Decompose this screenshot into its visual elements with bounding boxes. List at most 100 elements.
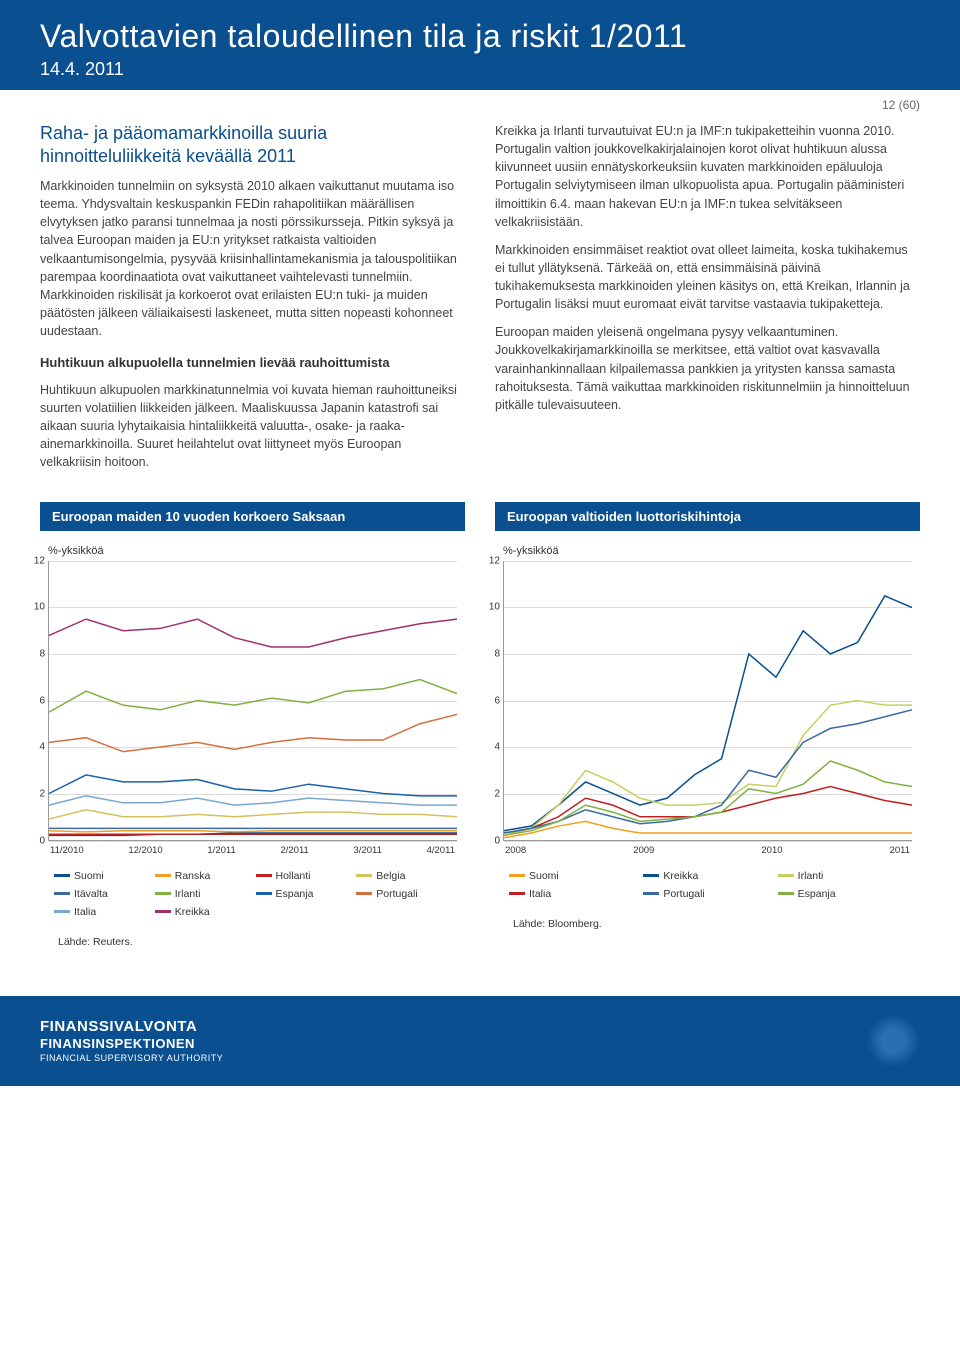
legend-swatch	[643, 874, 659, 877]
legend-swatch	[778, 892, 794, 895]
legend-label: Itävalta	[74, 888, 108, 900]
legend-item: Suomi	[54, 870, 149, 882]
x-tick: 11/2010	[50, 845, 84, 856]
legend-item: Italia	[509, 888, 637, 900]
legend-label: Hollanti	[276, 870, 311, 882]
plot-area: 024681012	[48, 561, 457, 841]
x-tick: 1/2011	[207, 845, 235, 856]
paragraph: Markkinoiden tunnelmiin on syksystä 2010…	[40, 177, 465, 340]
chart-title: Euroopan valtioiden luottoriskihintoja	[495, 502, 920, 531]
chart-spread: Euroopan maiden 10 vuoden korkoero Saksa…	[40, 502, 465, 956]
y-tick: 2	[27, 788, 45, 799]
legend-swatch	[356, 874, 372, 877]
legend-swatch	[155, 910, 171, 913]
legend-swatch	[643, 892, 659, 895]
section-heading: Raha- ja pääomamarkkinoilla suuria hinno…	[40, 122, 465, 167]
legend-swatch	[155, 874, 171, 877]
legend-label: Italia	[529, 888, 551, 900]
y-tick: 6	[27, 695, 45, 706]
legend-label: Suomi	[74, 870, 104, 882]
paragraph: Kreikka ja Irlanti turvautuivat EU:n ja …	[495, 122, 920, 231]
x-tick: 4/2011	[427, 845, 455, 856]
legend-item: Itävalta	[54, 888, 149, 900]
legend-label: Belgia	[376, 870, 405, 882]
legend-label: Kreikka	[175, 906, 210, 918]
legend-label: Espanja	[798, 888, 836, 900]
legend-item: Kreikka	[643, 870, 771, 882]
chart-body: %-yksikköä 024681012 11/2010 12/2010 1/201…	[40, 531, 465, 956]
org-name-en: FINANCIAL SUPERVISORY AUTHORITY	[40, 1053, 223, 1065]
right-column: Kreikka ja Irlanti turvautuivat EU:n ja …	[495, 122, 920, 482]
y-tick: 0	[27, 835, 45, 846]
legend-item: Suomi	[509, 870, 637, 882]
x-tick: 2/2011	[280, 845, 308, 856]
legend-label: Suomi	[529, 870, 559, 882]
legend-swatch	[509, 892, 525, 895]
paragraph: Huhtikuun alkupuolen markkinatunnelmia v…	[40, 381, 465, 472]
y-tick: 12	[27, 555, 45, 566]
x-tick: 2010	[761, 845, 782, 856]
legend-item: Espanja	[778, 888, 906, 900]
legend-item: Irlanti	[778, 870, 906, 882]
chart-cds: Euroopan valtioiden luottoriskihintoja %…	[495, 502, 920, 956]
y-label: %-yksikköä	[48, 545, 457, 557]
legend-item: Hollanti	[256, 870, 351, 882]
org-name-sv: FINANSINSPEKTIONEN	[40, 1036, 223, 1053]
legend-swatch	[256, 874, 272, 877]
plot-area: 024681012	[503, 561, 912, 841]
legend-swatch	[256, 892, 272, 895]
legend-swatch	[778, 874, 794, 877]
legend-item: Belgia	[356, 870, 451, 882]
page-number: 12 (60)	[0, 90, 960, 112]
y-tick: 4	[482, 742, 500, 753]
x-tick: 12/2010	[128, 845, 162, 856]
y-tick: 6	[482, 695, 500, 706]
chart-source: Lähde: Reuters.	[48, 936, 457, 948]
y-label: %-yksikköä	[503, 545, 912, 557]
legend-label: Portugali	[376, 888, 417, 900]
legend-item: Portugali	[356, 888, 451, 900]
chart-source: Lähde: Bloomberg.	[503, 918, 912, 930]
chart-legend: Suomi Kreikka Irlanti Italia Portugali Espanj…	[503, 870, 912, 900]
x-tick: 2009	[633, 845, 654, 856]
text-columns: Raha- ja pääomamarkkinoilla suuria hinno…	[40, 122, 920, 482]
y-tick: 2	[482, 788, 500, 799]
charts-row: Euroopan maiden 10 vuoden korkoero Saksa…	[40, 502, 920, 956]
y-tick: 8	[482, 648, 500, 659]
legend-swatch	[155, 892, 171, 895]
legend-label: Ranska	[175, 870, 211, 882]
content-area: Raha- ja pääomamarkkinoilla suuria hinno…	[0, 112, 960, 976]
y-tick: 8	[27, 648, 45, 659]
x-ticks: 11/2010 12/2010 1/2011 2/2011 3/2011 4/2011	[48, 841, 457, 856]
legend-item: Espanja	[256, 888, 351, 900]
legend-swatch	[356, 892, 372, 895]
legend-item: Italia	[54, 906, 149, 918]
page-title: Valvottavien taloudellinen tila ja riski…	[40, 18, 920, 55]
legend-item: Portugali	[643, 888, 771, 900]
legend-item: Ranska	[155, 870, 250, 882]
chart-title: Euroopan maiden 10 vuoden korkoero Saksa…	[40, 502, 465, 531]
paragraph: Euroopan maiden yleisenä ongelmana pysyy…	[495, 323, 920, 414]
legend-label: Irlanti	[798, 870, 824, 882]
legend-swatch	[54, 892, 70, 895]
y-tick: 10	[27, 602, 45, 613]
legend-label: Espanja	[276, 888, 314, 900]
legend-label: Kreikka	[663, 870, 698, 882]
legend-swatch	[509, 874, 525, 877]
crest-icon	[866, 1014, 920, 1068]
x-ticks: 2008 2009 2010 2011	[503, 841, 912, 856]
y-tick: 0	[482, 835, 500, 846]
page-date: 14.4. 2011	[40, 59, 920, 80]
y-tick: 4	[27, 742, 45, 753]
left-column: Raha- ja pääomamarkkinoilla suuria hinno…	[40, 122, 465, 482]
subheading: Huhtikuun alkupuolella tunnelmien lievää…	[40, 354, 465, 373]
legend-label: Portugali	[663, 888, 704, 900]
chart-legend: Suomi Ranska Hollanti Belgia Itävalta Irlanti…	[48, 870, 457, 918]
x-tick: 3/2011	[354, 845, 382, 856]
legend-label: Irlanti	[175, 888, 201, 900]
x-tick: 2011	[890, 845, 910, 856]
x-tick: 2008	[505, 845, 526, 856]
footer-org: FINANSSIVALVONTA FINANSINSPEKTIONEN FINA…	[40, 1017, 223, 1065]
chart-body: %-yksikköä 024681012 2008 2009 2010 2011 Su…	[495, 531, 920, 938]
page-footer: FINANSSIVALVONTA FINANSINSPEKTIONEN FINA…	[0, 996, 960, 1086]
